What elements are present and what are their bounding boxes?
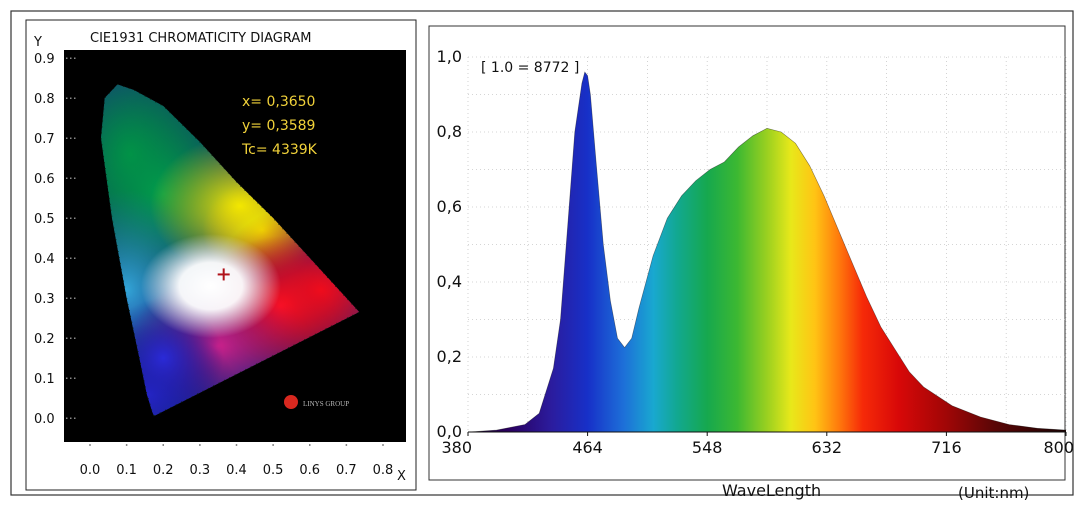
cie-x-tick-label: 0.0: [80, 463, 101, 478]
cie-point-marker: [217, 268, 230, 281]
spectrum-area: [468, 72, 1066, 432]
cie-y-ticks: 0.0 0.1 0.2 0.3 0.4 0.5 0.6 0.7 0.8 0.9: [34, 52, 76, 427]
cie-y-tick-mark: [70, 417, 72, 419]
cie-x-tick-mark: [199, 444, 201, 446]
spectrum-x-tick-label: 632: [812, 438, 843, 457]
cie-color-region: [140, 234, 281, 338]
logo-text: LINYS GROUP: [303, 400, 349, 408]
spectrum-y-tick-label: 0,6: [437, 197, 462, 216]
cie-y-tick-mark: [70, 217, 72, 219]
cie-x-axis-label: X: [397, 469, 406, 484]
cie-x-tick-label: 0.5: [263, 463, 284, 478]
cie-y-tick-mark: [66, 177, 68, 179]
cie-y-tick-mark: [74, 217, 76, 219]
cie-x-tick-mark: [345, 444, 348, 446]
logo: LINYS GROUP: [284, 395, 349, 409]
cie-y-tick-mark: [70, 57, 72, 59]
cie-y-tick-mark: [66, 377, 68, 379]
spectrum-x-tick-label: 380: [441, 438, 472, 457]
cie-y-axis-label: Y: [33, 35, 42, 50]
cie-y-tick-mark: [74, 137, 76, 139]
cie-y-tick-mark: [66, 137, 68, 139]
spectrum-y-tick-label: 0,8: [437, 122, 462, 141]
cie-x-tick-label: 0.2: [153, 463, 174, 478]
cie-x-tick-mark: [272, 444, 274, 446]
cie-y-tick-mark: [74, 97, 76, 99]
cie-annotation-y: y= 0,3589: [242, 118, 315, 134]
spectrum-x-tick-label: 800: [1043, 438, 1074, 457]
cie-y-tick-mark: [74, 337, 76, 339]
cie-y-tick-mark: [74, 177, 76, 179]
cie-y-tick-mark: [74, 57, 76, 59]
spectrum-unit-label: (Unit:nm): [958, 484, 1029, 502]
cie-y-tick-label: 0.0: [34, 412, 55, 427]
cie-y-tick-label: 0.5: [34, 212, 55, 227]
cie-annotation-tc: Tc= 4339K: [241, 142, 318, 158]
cie-x-tick-mark: [309, 444, 311, 446]
spectrum-y-tick-label: 0,4: [437, 272, 462, 291]
cie-x-tick-label: 0.7: [336, 463, 357, 478]
cie-y-tick-label: 0.1: [34, 372, 55, 387]
cie-y-tick-mark: [70, 137, 72, 139]
cie-y-tick-label: 0.8: [34, 92, 55, 107]
cie-x-tick-label: 0.4: [226, 463, 247, 478]
cie-y-tick-mark: [66, 217, 68, 219]
cie-y-tick-mark: [74, 417, 76, 419]
cie-y-tick-mark: [70, 97, 72, 99]
spectrum-x-ticks: 380 464 548 632 716 800: [441, 432, 1074, 457]
cie-y-tick-mark: [70, 257, 72, 259]
cie-x-tick-mark: [125, 444, 128, 446]
cie-x-tick-label: 0.8: [373, 463, 394, 478]
cie-y-tick-mark: [74, 377, 76, 379]
cie-x-ticks: 0.0 0.1 0.2 0.3 0.4 0.5 0.6 0.7 0.8: [80, 444, 394, 478]
cie-panel: CIE1931 CHROMATICITY DIAGRAM Y X 0.00.10…: [25, 19, 417, 491]
cie-y-tick-mark: [66, 417, 68, 419]
cie-y-tick-label: 0.6: [34, 172, 55, 187]
cie-y-tick-label: 0.2: [34, 332, 55, 347]
cie-x-tick-label: 0.1: [116, 463, 137, 478]
spectrum-x-tick-label: 716: [931, 438, 962, 457]
cie-y-tick-mark: [66, 97, 68, 99]
cie-annotation-x: x= 0,3650: [242, 94, 315, 110]
cie-y-tick-mark: [66, 257, 68, 259]
cie-y-tick-mark: [70, 337, 72, 339]
cie-y-tick-label: 0.4: [34, 252, 55, 267]
spectrum-y-tick-label: 0,2: [437, 347, 462, 366]
cie-y-tick-label: 0.9: [34, 52, 55, 67]
spectrum-x-tick-label: 548: [692, 438, 723, 457]
spectrum-y-ticks: 0,0 0,2 0,4 0,6 0,8 1,0: [437, 47, 462, 441]
cie-y-tick-mark: [66, 337, 68, 339]
cie-y-tick-mark: [70, 377, 72, 379]
cie-y-tick-label: 0.7: [34, 132, 55, 147]
spectrum-scale-note: [ 1.0 = 8772 ]: [481, 60, 579, 76]
cie-x-tick-label: 0.6: [299, 463, 320, 478]
spectrum-y-tick-label: 0,0: [437, 422, 462, 441]
outer-frame: [10, 10, 1074, 496]
cie-x-tick-mark: [235, 444, 238, 446]
spectrum-panel: 0,0 0,2 0,4 0,6 0,8 1,0 380 464 548 632 716 800 [ …: [428, 25, 1074, 502]
spectrum-y-tick-label: 1,0: [437, 47, 462, 66]
cie-x-tick-mark: [162, 444, 164, 446]
cie-y-tick-mark: [74, 257, 76, 259]
spectrum-x-tick-label: 464: [572, 438, 603, 457]
cie-y-tick-mark: [74, 297, 76, 299]
cie-y-tick-mark: [70, 297, 72, 299]
cie-title: CIE1931 CHROMATICITY DIAGRAM: [90, 31, 311, 46]
cie-y-tick-mark: [66, 57, 68, 59]
cie-x-tick-label: 0.3: [190, 463, 211, 478]
cie-y-tick-mark: [70, 177, 72, 179]
cie-x-tick-mark: [382, 444, 384, 446]
spectrum-line: [467, 71, 1067, 433]
spectrum-x-axis-label: WaveLength: [722, 481, 821, 500]
cie-annotations: x= 0,3650 y= 0,3589 Tc= 4339K: [241, 94, 318, 158]
cie-y-tick-mark: [66, 297, 68, 299]
cie-x-tick-mark: [89, 444, 91, 446]
logo-mark-icon: [284, 395, 298, 409]
cie-y-tick-label: 0.3: [34, 292, 55, 307]
